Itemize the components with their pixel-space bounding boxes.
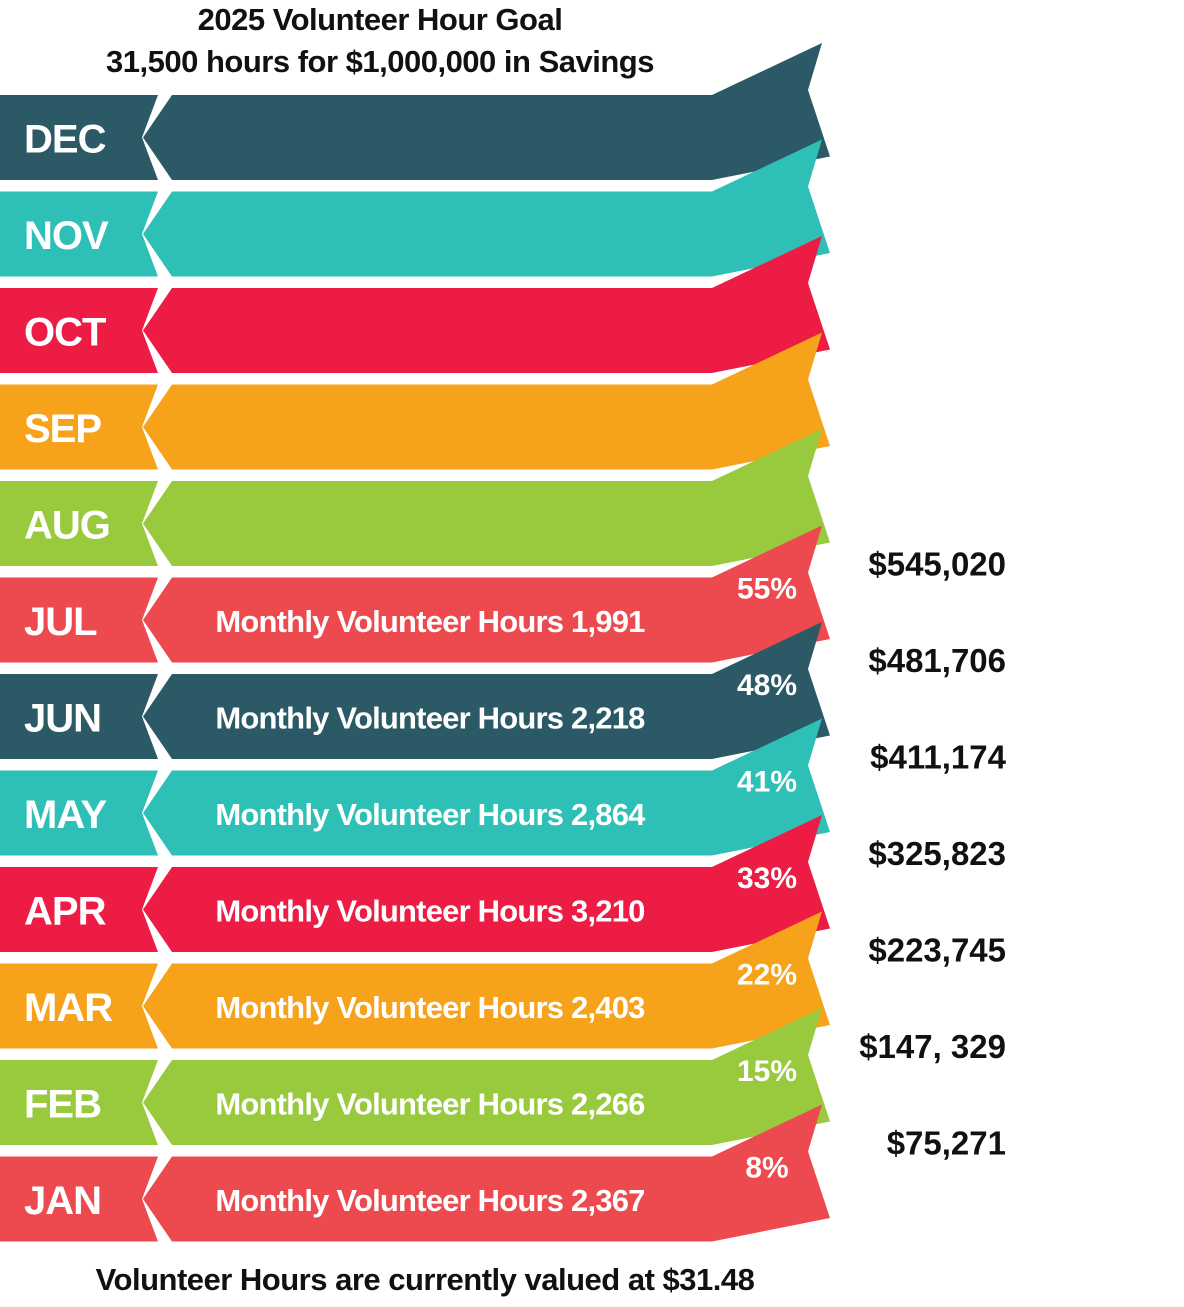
month-label: DEC bbox=[24, 118, 106, 162]
month-tab bbox=[0, 384, 158, 470]
month-label: JUN bbox=[24, 697, 101, 741]
goal-title: 2025 Volunteer Hour Goal bbox=[197, 2, 563, 37]
percent-of-goal-label: 8% bbox=[745, 1152, 788, 1185]
cumulative-savings-label: $223,745 bbox=[868, 932, 1006, 969]
month-tab bbox=[0, 481, 158, 566]
month-tab bbox=[0, 1156, 158, 1242]
month-label: MAY bbox=[24, 793, 108, 837]
month-label: NOV bbox=[24, 214, 109, 258]
month-label: AUG bbox=[24, 504, 110, 548]
hours-ribbon bbox=[143, 622, 830, 759]
hours-ribbon bbox=[143, 236, 830, 373]
hours-ribbon bbox=[143, 43, 830, 180]
monthly-hours-label: Monthly Volunteer Hours 2,864 bbox=[215, 797, 646, 832]
month-label: JAN bbox=[24, 1179, 101, 1223]
hours-ribbon bbox=[143, 815, 830, 952]
monthly-hours-label: Monthly Volunteer Hours 2,266 bbox=[215, 1087, 645, 1122]
hours-ribbon bbox=[143, 1104, 830, 1242]
month-tab bbox=[0, 191, 158, 277]
month-row-oct: OCT bbox=[0, 236, 830, 373]
month-tab bbox=[0, 674, 158, 759]
cumulative-savings-label: $75,271 bbox=[887, 1125, 1006, 1162]
monthly-hours-label: Monthly Volunteer Hours 2,403 bbox=[215, 990, 645, 1025]
month-row-apr: APR Monthly Volunteer Hours 3,210 33% $325,… bbox=[0, 815, 1006, 952]
month-label: JUL bbox=[24, 600, 97, 644]
hour-value-footer: Volunteer Hours are currently valued at … bbox=[95, 1262, 755, 1297]
month-tab bbox=[0, 1060, 158, 1145]
month-label: APR bbox=[24, 890, 107, 934]
cumulative-savings-label: $411,174 bbox=[870, 739, 1006, 776]
hours-ribbon bbox=[143, 525, 830, 663]
hours-ribbon bbox=[143, 139, 830, 277]
monthly-hours-label: Monthly Volunteer Hours 2,218 bbox=[215, 701, 645, 736]
month-row-feb: FEB Monthly Volunteer Hours 2,266 15% $147,… bbox=[0, 1008, 1006, 1145]
month-row-mar: MAR Monthly Volunteer Hours 2,403 22% $223,… bbox=[0, 911, 1006, 1049]
monthly-hours-label: Monthly Volunteer Hours 1,991 bbox=[215, 604, 645, 639]
month-row-jun: JUN Monthly Volunteer Hours 2,218 48% $481,… bbox=[0, 622, 1006, 759]
percent-of-goal-label: 48% bbox=[737, 669, 797, 702]
percent-of-goal-label: 33% bbox=[737, 862, 797, 895]
cumulative-savings-label: $545,020 bbox=[868, 546, 1006, 583]
month-tab bbox=[0, 867, 158, 952]
goal-subtitle: 31,500 hours for $1,000,000 in Savings bbox=[106, 44, 654, 79]
month-tab bbox=[0, 577, 158, 663]
month-tab bbox=[0, 770, 158, 856]
hours-ribbon bbox=[143, 718, 830, 856]
cumulative-savings-label: $481,706 bbox=[868, 642, 1006, 679]
month-label: FEB bbox=[24, 1083, 101, 1127]
hours-ribbon bbox=[143, 911, 830, 1049]
month-row-may: MAY Monthly Volunteer Hours 2,864 41% $411,… bbox=[0, 718, 1007, 856]
month-row-sep: SEP bbox=[0, 332, 830, 470]
monthly-hours-label: Monthly Volunteer Hours 3,210 bbox=[215, 894, 644, 929]
month-row-jan: JAN Monthly Volunteer Hours 2,367 8% $75,27… bbox=[0, 1104, 1006, 1242]
month-row-dec: DEC bbox=[0, 43, 830, 180]
month-row-nov: NOV bbox=[0, 139, 830, 277]
hours-ribbon bbox=[143, 1008, 830, 1145]
month-label: OCT bbox=[24, 311, 106, 355]
month-tab bbox=[0, 963, 158, 1049]
percent-of-goal-label: 15% bbox=[737, 1055, 797, 1088]
hours-ribbon bbox=[143, 332, 830, 470]
month-row-jul: JUL Monthly Volunteer Hours 1,991 55% $545,… bbox=[0, 525, 1006, 663]
month-tab bbox=[0, 95, 158, 180]
month-label: MAR bbox=[24, 986, 113, 1030]
percent-of-goal-label: 41% bbox=[737, 766, 797, 799]
percent-of-goal-label: 55% bbox=[737, 573, 797, 606]
month-tab bbox=[0, 288, 158, 373]
month-row-aug: AUG bbox=[0, 429, 830, 566]
hours-ribbon bbox=[143, 429, 830, 566]
month-label: SEP bbox=[24, 407, 101, 451]
monthly-hours-label: Monthly Volunteer Hours 2,367 bbox=[215, 1183, 644, 1218]
cumulative-savings-label: $325,823 bbox=[868, 835, 1006, 872]
percent-of-goal-label: 22% bbox=[737, 959, 797, 992]
cumulative-savings-label: $147, 329 bbox=[859, 1028, 1006, 1065]
